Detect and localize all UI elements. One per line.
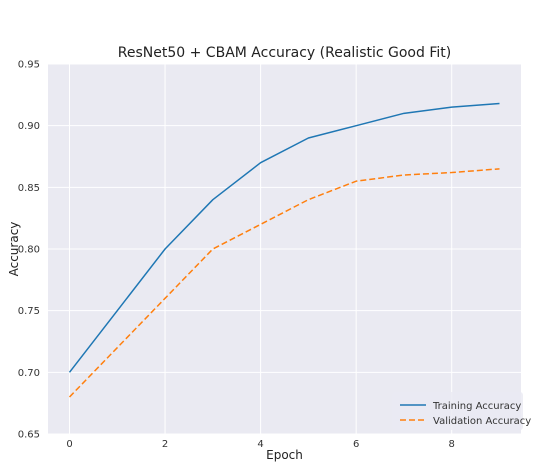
legend: Training Accuracy Validation Accuracy xyxy=(392,392,531,430)
chart-title: ResNet50 + CBAM Accuracy (Realistic Good… xyxy=(118,45,451,61)
legend-box xyxy=(392,392,523,430)
legend-label-validation: Validation Accuracy xyxy=(433,416,531,427)
y-tick-label: 0.75 xyxy=(18,306,40,317)
x-axis-label: Epoch xyxy=(266,448,303,462)
x-tick-label: 6 xyxy=(353,439,359,450)
y-tick-label: 0.65 xyxy=(18,430,40,441)
y-tick-label: 0.80 xyxy=(18,245,40,256)
legend-label-training: Training Accuracy xyxy=(432,401,521,412)
series-group xyxy=(68,102,500,398)
x-tick-labels: 0 2 4 6 8 xyxy=(66,439,455,450)
x-tick-label: 2 xyxy=(162,439,168,450)
y-axis-label: Accuracy xyxy=(7,222,21,277)
x-tick-label: 0 xyxy=(66,439,72,450)
y-tick-labels: 0.65 0.70 0.75 0.80 0.85 0.90 0.95 xyxy=(18,60,40,441)
series-line-training xyxy=(68,102,500,373)
x-tick-label: 4 xyxy=(257,439,263,450)
y-tick-label: 0.70 xyxy=(18,368,40,379)
grid xyxy=(48,63,521,435)
series-line-validation xyxy=(68,168,500,398)
y-tick-label: 0.90 xyxy=(18,121,40,132)
x-tick-label: 8 xyxy=(449,439,455,450)
y-tick-label: 0.95 xyxy=(18,60,40,71)
y-tick-label: 0.85 xyxy=(18,183,40,194)
